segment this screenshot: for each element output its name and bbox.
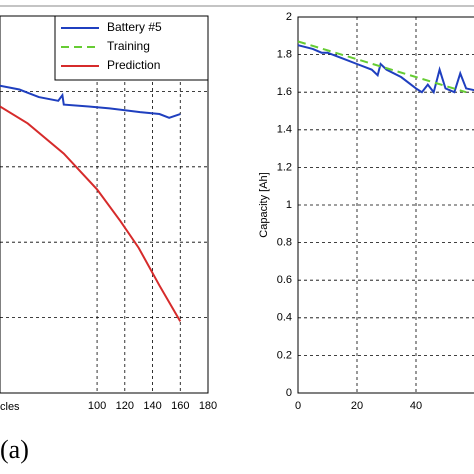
x-tick-label: 20: [351, 400, 363, 412]
y-tick-label: 1.2: [277, 161, 292, 173]
x-tick-label: 100: [88, 400, 106, 412]
x-tick-label: 180: [199, 400, 217, 412]
y-tick-label: 0.6: [277, 274, 292, 286]
series-line: [297, 44, 474, 95]
y-tick-label: 2: [286, 11, 292, 23]
legend-label: Prediction: [107, 58, 160, 72]
y-tick-label: 1.8: [277, 49, 292, 61]
y-axis-label: Capacity [Ah]: [258, 172, 270, 237]
series-line: [297, 40, 467, 94]
plot-frame: [297, 16, 474, 394]
y-tick-label: 1: [286, 199, 292, 211]
series-line: [0, 84, 181, 119]
caption: (a): [0, 435, 29, 464]
y-tick-label: 1.4: [277, 124, 292, 136]
y-tick-label: 0.4: [277, 312, 292, 324]
series-line: [0, 105, 182, 322]
y-tick-label: 0: [286, 387, 292, 399]
x-tick-label: 140: [143, 400, 161, 412]
x-tick-label: 120: [116, 400, 134, 412]
x-tick-label: 0: [295, 400, 301, 412]
y-tick-label: 1.6: [277, 86, 292, 98]
legend-label: Battery #5: [107, 20, 162, 34]
x-axis-label: cles: [0, 401, 20, 413]
y-tick-label: 0.2: [277, 349, 292, 361]
x-tick-label: 160: [171, 400, 189, 412]
x-tick-label: 40: [410, 400, 422, 412]
y-tick-label: 0.8: [277, 237, 292, 249]
legend-label: Training: [107, 39, 150, 53]
